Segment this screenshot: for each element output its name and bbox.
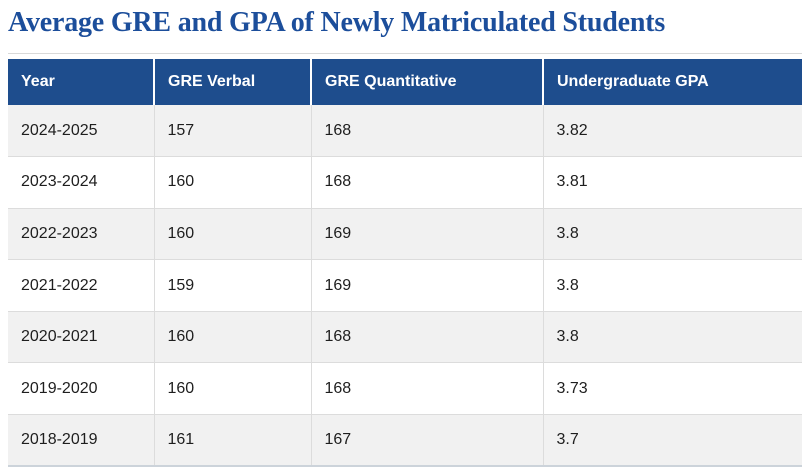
cell-year: 2024-2025 [8, 105, 155, 158]
cell-year: 2022-2023 [8, 207, 155, 261]
table-row: 2023-2024 160 168 3.81 [8, 156, 802, 209]
cell-gre-quantitative: 169 [310, 207, 544, 261]
cell-gre-quantitative: 168 [310, 156, 544, 209]
cell-undergraduate-gpa: 3.8 [542, 207, 802, 261]
table-row: 2022-2023 160 169 3.8 [8, 207, 802, 261]
cell-gre-quantitative: 168 [310, 105, 544, 158]
cell-gre-verbal: 159 [153, 259, 312, 312]
header-row: Year GRE Verbal GRE Quantitative Undergr… [8, 59, 802, 105]
cell-year: 2023-2024 [8, 156, 155, 209]
cell-year: 2021-2022 [8, 259, 155, 312]
cell-gre-quantitative: 168 [310, 310, 544, 364]
column-header-undergraduate-gpa: Undergraduate GPA [543, 59, 802, 105]
cell-undergraduate-gpa: 3.8 [542, 259, 802, 312]
cell-gre-quantitative: 168 [310, 362, 544, 416]
table-row: 2024-2025 157 168 3.82 [8, 105, 802, 158]
cell-undergraduate-gpa: 3.73 [542, 362, 802, 416]
cell-year: 2018-2019 [8, 414, 155, 468]
cell-undergraduate-gpa: 3.7 [542, 414, 802, 468]
table-row: 2021-2022 159 169 3.8 [8, 259, 802, 312]
page-title: Average GRE and GPA of Newly Matriculate… [8, 7, 666, 38]
gre-gpa-table: Year GRE Verbal GRE Quantitative Undergr… [8, 59, 802, 468]
cell-undergraduate-gpa: 3.81 [542, 156, 802, 209]
cell-undergraduate-gpa: 3.82 [542, 105, 802, 158]
cell-year: 2019-2020 [8, 362, 155, 416]
cell-gre-verbal: 161 [153, 414, 312, 468]
table-row: 2019-2020 160 168 3.73 [8, 362, 802, 416]
cell-gre-verbal: 157 [153, 105, 312, 158]
cell-gre-quantitative: 169 [310, 259, 544, 312]
column-header-gre-verbal: GRE Verbal [154, 59, 312, 105]
cell-gre-verbal: 160 [153, 207, 312, 261]
cell-gre-verbal: 160 [153, 156, 312, 209]
column-header-year: Year [8, 59, 155, 105]
cell-gre-verbal: 160 [153, 362, 312, 416]
cell-gre-quantitative: 167 [310, 414, 544, 468]
column-header-gre-quantitative: GRE Quantitative [311, 59, 544, 105]
table-container: Year GRE Verbal GRE Quantitative Undergr… [8, 53, 802, 468]
cell-undergraduate-gpa: 3.8 [542, 310, 802, 364]
cell-year: 2020-2021 [8, 310, 155, 364]
cell-gre-verbal: 160 [153, 310, 312, 364]
table-row: 2020-2021 160 168 3.8 [8, 310, 802, 364]
page: Average GRE and GPA of Newly Matriculate… [0, 6, 810, 468]
table-row: 2018-2019 161 167 3.7 [8, 414, 802, 468]
